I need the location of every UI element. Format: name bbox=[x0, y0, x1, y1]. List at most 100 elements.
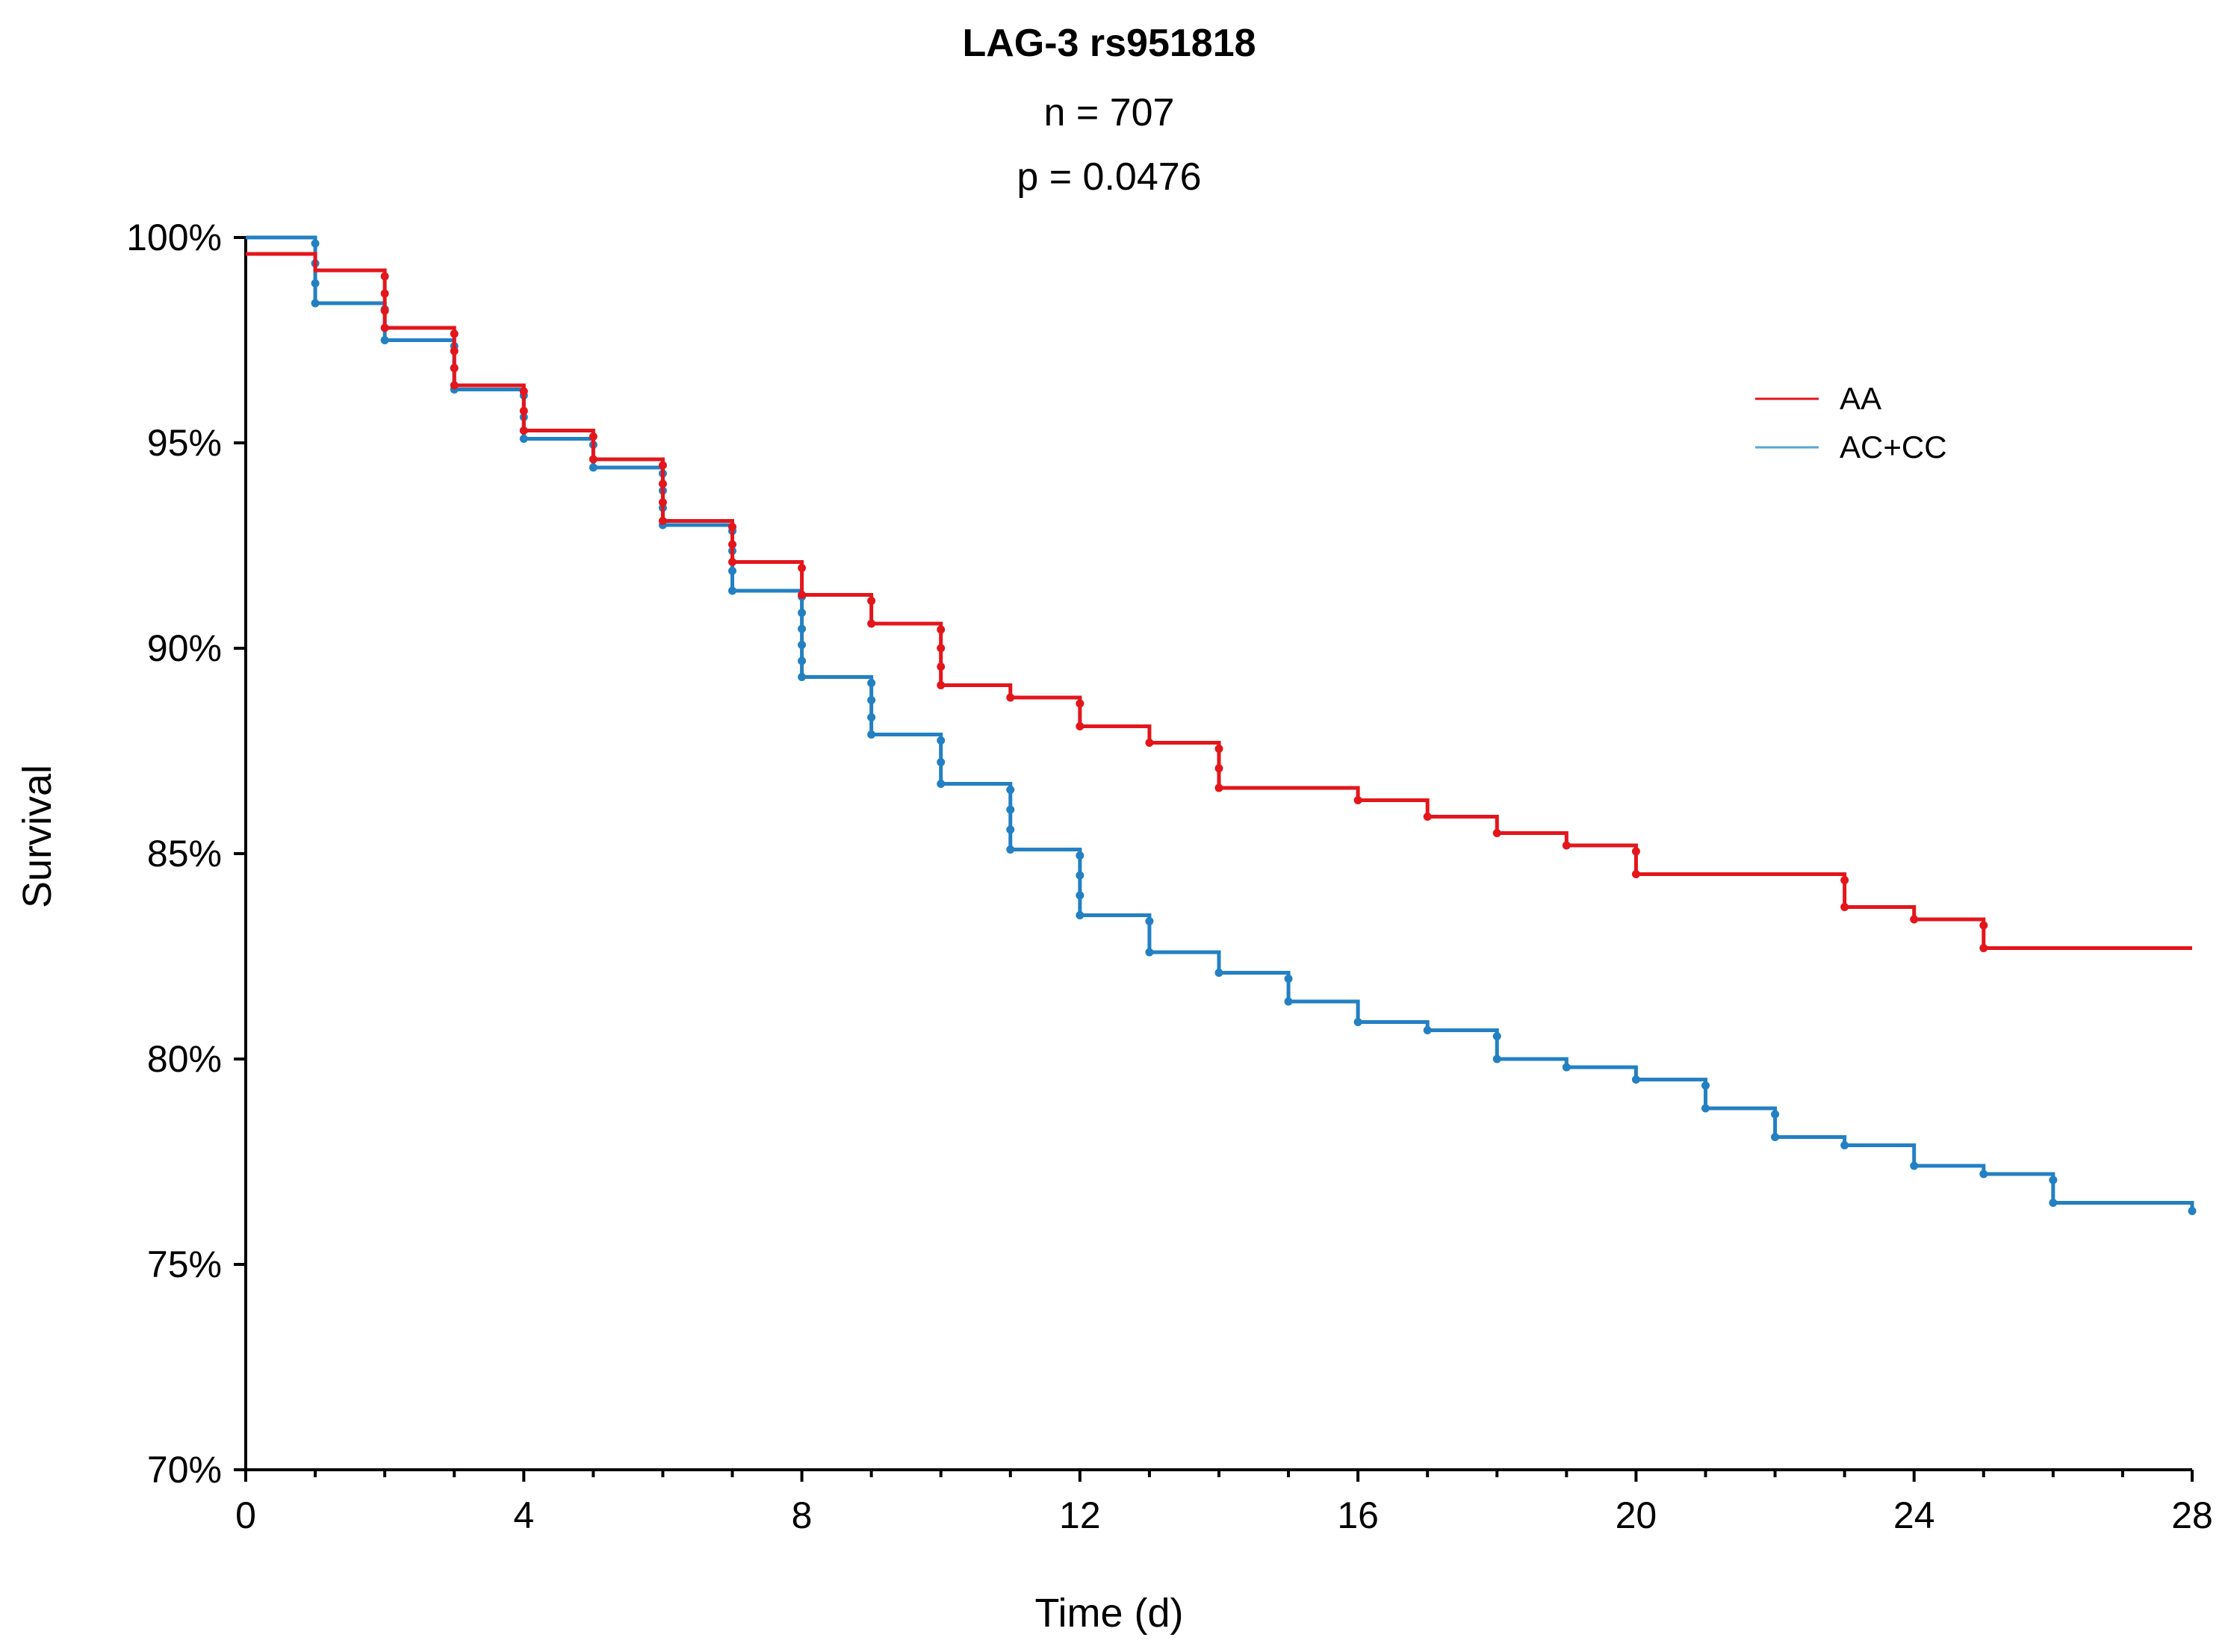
censor-mark-aa bbox=[937, 625, 946, 634]
censor-mark-ac-cc bbox=[1701, 1104, 1710, 1113]
censor-mark-aa bbox=[1492, 829, 1501, 837]
censor-mark-ac-cc bbox=[380, 336, 389, 344]
censor-mark-ac-cc bbox=[798, 609, 807, 617]
censor-mark-ac-cc bbox=[1006, 845, 1015, 854]
x-tick-label: 16 bbox=[1337, 1494, 1379, 1536]
censor-mark-aa bbox=[1353, 796, 1362, 804]
censor-mark-aa bbox=[728, 523, 736, 531]
censor-mark-aa bbox=[1631, 847, 1640, 856]
y-tick-label: 70% bbox=[147, 1449, 222, 1491]
censor-mark-aa bbox=[937, 681, 946, 689]
censor-mark-ac-cc bbox=[311, 239, 320, 248]
censor-mark-ac-cc bbox=[1492, 1032, 1501, 1040]
censor-mark-aa bbox=[1910, 915, 1919, 924]
chart-title: LAG-3 rs951818 bbox=[962, 22, 1256, 65]
censor-mark-ac-cc bbox=[937, 736, 946, 745]
censor-mark-ac-cc bbox=[1353, 1018, 1362, 1026]
censor-mark-aa bbox=[1214, 764, 1223, 773]
censor-mark-aa bbox=[589, 455, 598, 464]
censor-mark-aa bbox=[380, 272, 389, 281]
censor-mark-ac-cc bbox=[1214, 969, 1223, 977]
censor-mark-ac-cc bbox=[2049, 1199, 2058, 1207]
censor-mark-aa bbox=[589, 432, 598, 441]
censor-mark-ac-cc bbox=[1771, 1133, 1780, 1141]
x-tick-label: 4 bbox=[513, 1494, 534, 1536]
censor-mark-ac-cc bbox=[867, 679, 876, 687]
chart-subtitle-n: n = 707 bbox=[1044, 91, 1175, 134]
x-tick-label: 20 bbox=[1616, 1494, 1657, 1536]
censor-mark-ac-cc bbox=[1006, 786, 1015, 794]
censor-mark-aa bbox=[798, 564, 807, 572]
censor-mark-aa bbox=[1006, 693, 1015, 702]
censor-mark-aa bbox=[867, 597, 876, 605]
censor-mark-ac-cc bbox=[1284, 975, 1293, 983]
series-layer bbox=[246, 235, 2197, 1215]
censor-mark-ac-cc bbox=[1979, 1170, 1988, 1179]
censor-mark-aa bbox=[728, 540, 736, 549]
y-tick-label: 100% bbox=[126, 217, 222, 258]
censor-mark-ac-cc bbox=[2188, 1207, 2197, 1215]
censor-mark-ac-cc bbox=[1910, 1161, 1919, 1170]
censor-mark-aa bbox=[1076, 699, 1084, 708]
censor-mark-aa bbox=[658, 498, 667, 507]
censor-mark-aa bbox=[1423, 813, 1432, 821]
axes: 70% 75% 80% 85% 90% 95% 100% 0 4 8 12 16 20 24 28 bbox=[126, 217, 2213, 1536]
censor-mark-ac-cc bbox=[589, 463, 598, 472]
censor-mark-ac-cc bbox=[1701, 1081, 1710, 1090]
censor-mark-ac-cc bbox=[937, 780, 946, 788]
censor-mark-aa bbox=[1076, 722, 1084, 730]
censor-mark-aa bbox=[1979, 921, 1988, 930]
censor-mark-ac-cc bbox=[1840, 1141, 1849, 1149]
censor-mark-ac-cc bbox=[1076, 911, 1084, 919]
censor-mark-aa bbox=[658, 517, 667, 525]
censor-mark-ac-cc bbox=[2049, 1176, 2058, 1184]
censor-mark-ac-cc bbox=[798, 641, 807, 649]
censor-mark-ac-cc bbox=[728, 566, 736, 575]
censor-mark-aa bbox=[867, 619, 876, 628]
x-tick-label: 0 bbox=[235, 1494, 256, 1536]
censor-mark-ac-cc bbox=[1771, 1110, 1780, 1119]
censor-mark-ac-cc bbox=[937, 758, 946, 766]
censor-mark-ac-cc bbox=[1284, 997, 1293, 1006]
censor-mark-aa bbox=[450, 347, 459, 355]
censor-mark-ac-cc bbox=[1145, 948, 1154, 957]
censor-mark-aa bbox=[937, 644, 946, 653]
y-tick-label: 85% bbox=[147, 833, 222, 875]
censor-mark-ac-cc bbox=[1423, 1026, 1432, 1034]
censor-mark-aa bbox=[380, 323, 389, 332]
y-tick-label: 95% bbox=[147, 422, 222, 464]
censor-mark-ac-cc bbox=[1006, 805, 1015, 814]
y-tick-label: 75% bbox=[147, 1243, 222, 1285]
censor-mark-ac-cc bbox=[867, 696, 876, 704]
censor-mark-ac-cc bbox=[1076, 891, 1084, 900]
censor-mark-ac-cc bbox=[867, 730, 876, 739]
censor-mark-ac-cc bbox=[1076, 851, 1084, 860]
censor-mark-aa bbox=[380, 306, 389, 315]
censor-mark-aa bbox=[1214, 745, 1223, 753]
censor-mark-aa bbox=[450, 364, 459, 373]
censor-mark-aa bbox=[937, 662, 946, 671]
censor-mark-ac-cc bbox=[519, 435, 528, 443]
censor-mark-aa bbox=[658, 461, 667, 470]
censor-mark-aa bbox=[1145, 739, 1154, 747]
censor-mark-ac-cc bbox=[1145, 917, 1154, 925]
y-axis-label: Survival bbox=[15, 765, 60, 908]
censor-mark-aa bbox=[450, 329, 459, 338]
censor-mark-ac-cc bbox=[1562, 1063, 1571, 1072]
x-tick-label: 12 bbox=[1059, 1494, 1101, 1536]
censor-mark-aa bbox=[728, 558, 736, 566]
x-axis-label: Time (d) bbox=[1035, 1591, 1184, 1636]
censor-mark-aa bbox=[519, 406, 528, 415]
censor-mark-aa bbox=[1631, 870, 1640, 878]
censor-mark-aa bbox=[658, 479, 667, 488]
censor-mark-aa bbox=[1840, 903, 1849, 911]
legend: AA AC+CC bbox=[1755, 381, 1947, 465]
censor-mark-aa bbox=[1214, 783, 1223, 792]
y-tick-label: 80% bbox=[147, 1038, 222, 1080]
censor-mark-ac-cc bbox=[311, 279, 320, 288]
legend-label-aa: AA bbox=[1840, 381, 1881, 416]
y-tick-label: 90% bbox=[147, 627, 222, 669]
censor-mark-ac-cc bbox=[1076, 871, 1084, 880]
censor-mark-ac-cc bbox=[867, 713, 876, 721]
